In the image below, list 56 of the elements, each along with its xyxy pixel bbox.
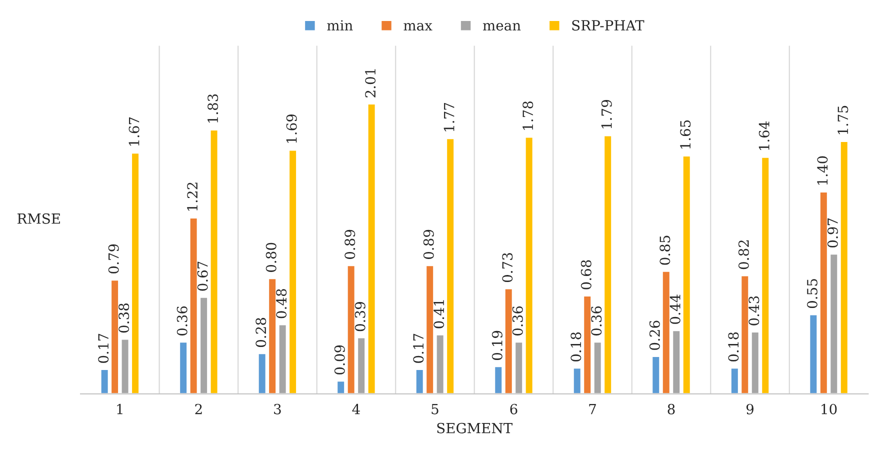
data-label: 0.80	[266, 242, 276, 272]
data-label: 0.85	[660, 236, 670, 265]
data-label: 2.01	[365, 69, 376, 98]
legend-label: mean	[482, 23, 521, 31]
data-label: 1.79	[601, 100, 612, 128]
data-label: 0.79	[108, 244, 119, 274]
data-label: 1.77	[444, 102, 454, 132]
data-label: 1.22	[187, 182, 198, 211]
data-label: 0.48	[276, 289, 287, 318]
data-label: 1.83	[208, 94, 218, 123]
data-label: 1.75	[838, 106, 848, 134]
data-label: 1.69	[286, 114, 297, 143]
y-axis-title: RMSE	[17, 213, 60, 224]
data-label: 1.78	[522, 101, 534, 130]
data-label: 0.97	[827, 218, 838, 248]
data-label: 0.17	[98, 334, 109, 363]
x-tick-label: 1	[117, 404, 122, 414]
data-label: 0.38	[118, 303, 130, 333]
x-tick-label: 7	[589, 404, 596, 414]
data-label: 0.18	[570, 332, 582, 362]
x-tick-label: 10	[822, 404, 837, 414]
x-tick-label: 8	[668, 404, 675, 414]
data-label: 1.65	[680, 120, 691, 149]
data-label: 0.44	[670, 294, 680, 324]
data-label: 0.55	[806, 279, 818, 308]
data-label: 0.73	[502, 253, 513, 282]
data-label: 0.41	[434, 300, 444, 328]
data-label: 1.67	[128, 117, 140, 146]
x-axis-title: SEGMENT	[437, 422, 512, 434]
data-label: 0.89	[423, 230, 434, 259]
x-tick-label: 9	[746, 404, 754, 414]
data-label: 0.26	[649, 320, 660, 350]
x-tick-label: 6	[510, 404, 518, 414]
data-label: 0.39	[354, 302, 366, 332]
legend-label: max	[404, 23, 432, 31]
data-label: 0.43	[748, 296, 760, 326]
data-label: 0.18	[728, 332, 739, 362]
data-label: 1.64	[758, 121, 770, 150]
data-label: 0.36	[512, 306, 523, 336]
x-tick-label: 3	[274, 404, 281, 414]
data-label: 0.36	[176, 306, 188, 336]
data-label: 0.17	[413, 334, 424, 363]
data-label: 0.82	[738, 240, 749, 270]
data-label: 0.28	[256, 318, 266, 347]
data-label: 1.40	[817, 156, 828, 185]
data-label: 0.09	[334, 345, 345, 374]
data-label: 0.89	[344, 230, 356, 259]
x-tick-label: 2	[195, 404, 202, 414]
data-label: 0.36	[591, 306, 602, 336]
data-label: 0.68	[580, 260, 592, 290]
x-tick-label: 4	[352, 404, 360, 414]
data-label: 0.19	[492, 330, 502, 360]
legend-label: min	[327, 20, 353, 30]
legend-label: SRP-PHAT	[572, 20, 644, 31]
data-label: 0.67	[197, 262, 208, 291]
x-tick-label: 5	[432, 404, 438, 414]
